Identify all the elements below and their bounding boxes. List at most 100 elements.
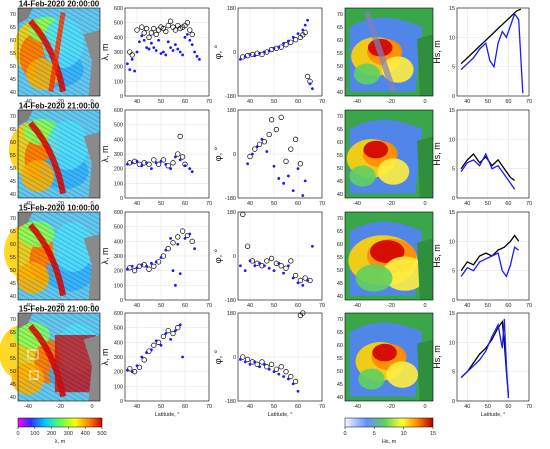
data-point-blue xyxy=(296,389,300,393)
data-point-black xyxy=(297,277,304,284)
data-point-blue xyxy=(267,367,271,371)
data-point-blue xyxy=(287,174,290,178)
data-point-blue xyxy=(164,53,168,57)
y-tick-label: 0 xyxy=(233,355,236,361)
data-point-blue xyxy=(135,266,139,270)
data-point-black xyxy=(278,364,284,370)
x-tick-label: 70 xyxy=(526,201,532,207)
data-point-black xyxy=(283,265,289,271)
data-point-black xyxy=(139,24,145,30)
x-tick-label: 50 xyxy=(485,404,491,410)
data-point-blue xyxy=(140,34,144,38)
x-tick-label: 40 xyxy=(134,404,140,410)
hs-field xyxy=(355,264,393,292)
data-point-black xyxy=(179,228,186,234)
y-tick-label: 500 xyxy=(114,326,123,332)
data-point-blue xyxy=(253,360,257,364)
map-lat-tick: 40 xyxy=(337,90,343,96)
x-tick-label: 50 xyxy=(485,99,491,105)
data-point-black xyxy=(184,232,191,239)
y-axis-label: λ, m xyxy=(100,349,110,366)
x-tick-label: 60 xyxy=(505,99,511,105)
y-tick-label: 400 xyxy=(114,239,123,245)
data-point-blue xyxy=(183,35,187,39)
data-point-black xyxy=(175,325,181,331)
x-tick-label: 70 xyxy=(206,404,212,410)
y-tick-label: 100 xyxy=(114,283,123,289)
data-point-blue xyxy=(159,256,163,259)
hs-field xyxy=(372,343,397,362)
data-point-blue xyxy=(171,269,175,273)
map-lat-tick: 50 xyxy=(337,166,343,172)
data-point-blue xyxy=(126,62,129,66)
map-lat-tick: 60 xyxy=(10,140,16,146)
y-tick-label: 300 xyxy=(114,355,123,361)
data-point-black xyxy=(136,263,143,269)
data-point-black xyxy=(141,357,147,363)
map-lat-tick: 50 xyxy=(10,166,16,172)
y-axis-label: φ, ° xyxy=(213,349,223,364)
map-lat-tick: 40 xyxy=(10,90,16,96)
y-tick-label: 10 xyxy=(449,239,455,245)
map-lon-tick: 0 xyxy=(90,201,93,207)
data-point-blue xyxy=(258,261,261,265)
swell-direction-hatching xyxy=(18,212,100,300)
y-tick-label: 180 xyxy=(227,311,236,317)
y-tick-label: 300 xyxy=(114,50,123,56)
data-point-blue xyxy=(263,50,266,54)
data-point-blue xyxy=(145,46,149,49)
data-point-blue xyxy=(174,283,177,287)
data-point-black xyxy=(292,378,299,385)
data-point-blue xyxy=(135,364,139,368)
y-tick-label: 600 xyxy=(114,311,123,317)
colorbar-tick-label: 15 xyxy=(430,431,436,437)
panel-title: 15-Feb-2020 21:00:00 xyxy=(19,305,100,314)
data-point-black xyxy=(165,22,171,29)
y-tick-label: 10 xyxy=(449,35,455,41)
y-tick-label: 300 xyxy=(114,152,123,158)
y-tick-label: 5 xyxy=(452,269,455,275)
map-lat-tick: 45 xyxy=(10,281,16,287)
data-point-black xyxy=(146,266,152,272)
data-point-black xyxy=(136,161,143,167)
map-lat-tick: 50 xyxy=(337,268,343,274)
data-point-blue xyxy=(150,261,153,265)
data-point-black xyxy=(175,151,181,157)
map-lon-tick: 0 xyxy=(90,99,93,105)
hs-field xyxy=(353,63,381,85)
lambda-colorbar: 0 100 200 300 400 500 λ, m xyxy=(16,417,107,445)
data-point-blue xyxy=(301,194,305,197)
data-point-blue xyxy=(135,50,139,54)
y-tick-label: 15 xyxy=(449,311,455,317)
y-tick-label: -180 xyxy=(225,94,236,100)
data-point-black xyxy=(244,356,251,363)
y-tick-label: -180 xyxy=(225,196,236,202)
colorbar-tick-label: 10 xyxy=(401,431,407,437)
panel-title: 14-Feb-2020 21:00:00 xyxy=(19,102,100,111)
y-axis-label: φ, ° xyxy=(213,146,223,161)
map-lat-tick: 65 xyxy=(337,330,343,336)
data-point-black xyxy=(278,114,284,120)
map-lat-tick: 60 xyxy=(10,38,16,44)
y-tick-label: 0 xyxy=(120,94,123,100)
colorbar-tick-label: 200 xyxy=(47,431,56,437)
y-tick-label: 5 xyxy=(452,167,455,173)
data-point-blue xyxy=(303,23,307,27)
data-point-blue xyxy=(140,263,144,267)
data-point-black xyxy=(148,30,155,36)
data-point-black xyxy=(163,28,169,35)
data-point-blue xyxy=(246,162,250,166)
data-point-black xyxy=(256,141,263,147)
map-frame xyxy=(344,7,434,97)
map-lat-tick: 55 xyxy=(337,255,343,261)
data-point-blue xyxy=(159,343,163,347)
x-tick-label: 70 xyxy=(319,201,325,207)
hs-field xyxy=(377,158,410,185)
map-lat-tick: 65 xyxy=(10,25,16,31)
greenland-landmass xyxy=(18,110,33,126)
y-tick-label: -180 xyxy=(225,399,236,405)
europe-landmass xyxy=(417,34,433,96)
